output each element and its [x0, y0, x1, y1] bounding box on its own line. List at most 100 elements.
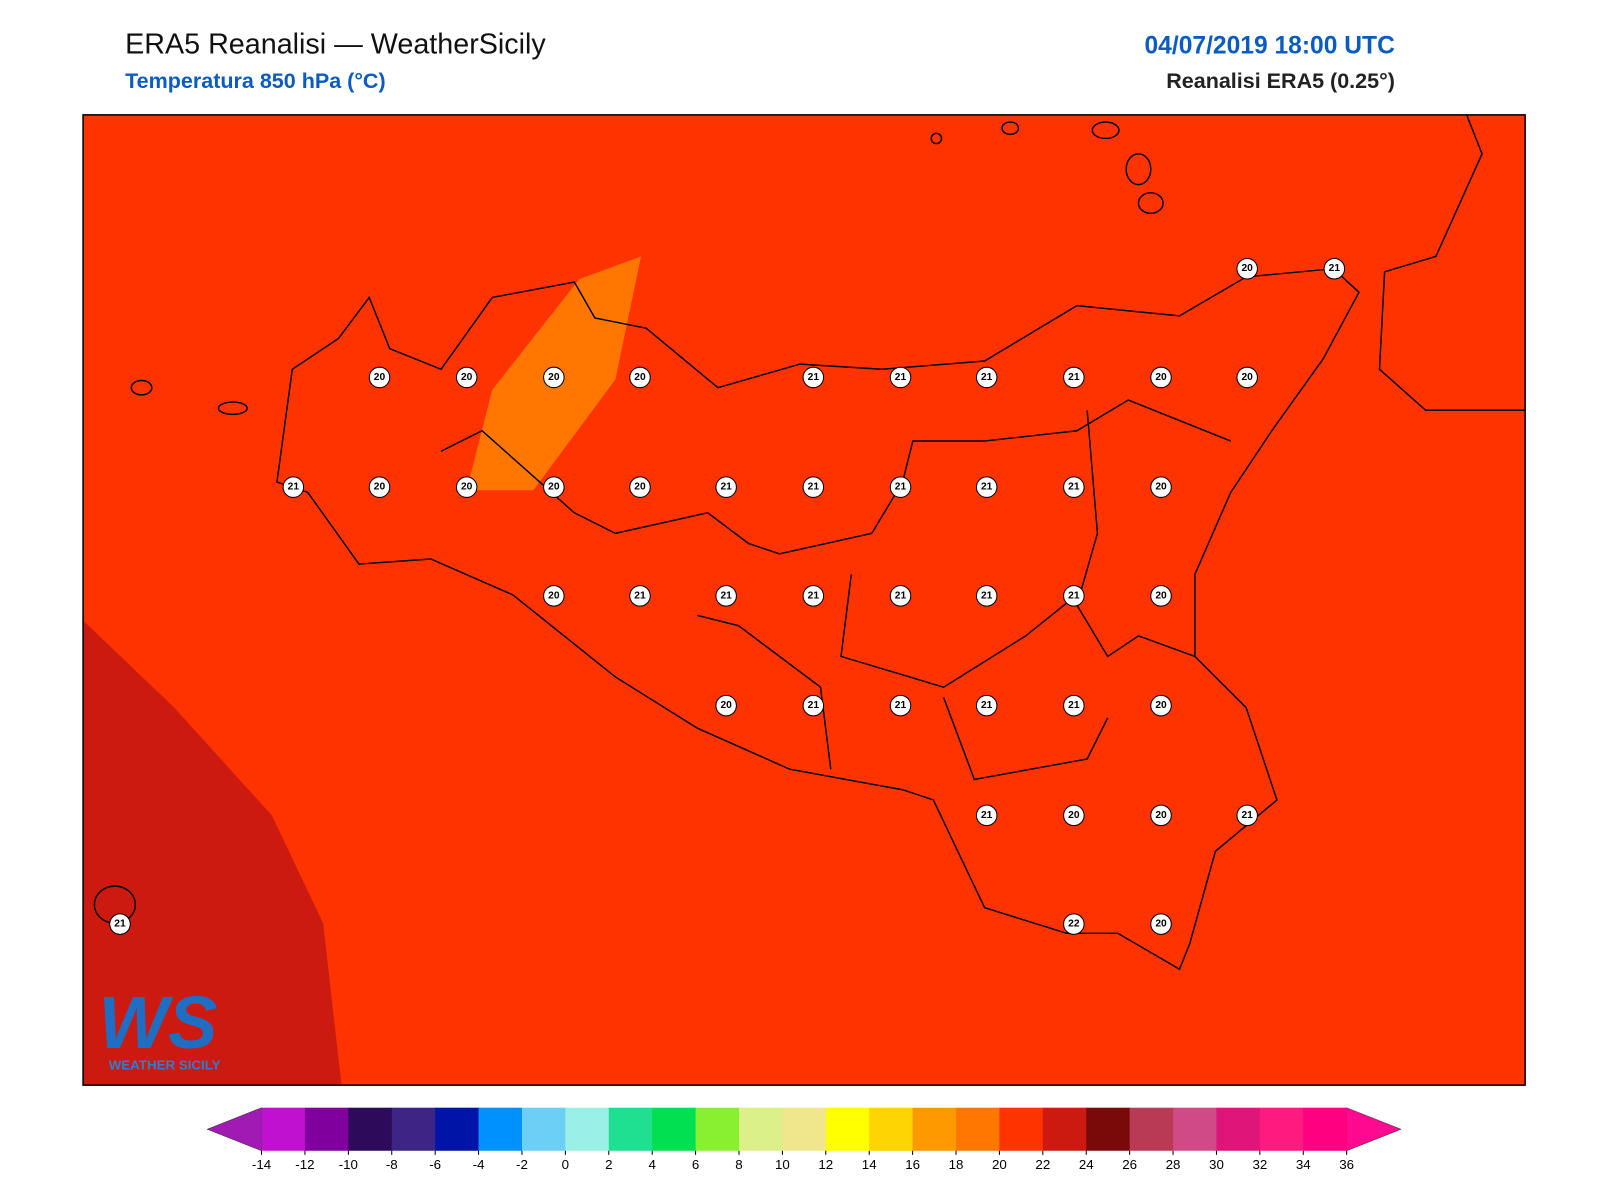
colorbar-swatch — [565, 1107, 610, 1151]
station-marker — [1150, 804, 1172, 827]
station-value: 20 — [634, 372, 646, 383]
station-value: 21 — [981, 482, 993, 493]
colorbar-tick-label: 36 — [1339, 1157, 1354, 1172]
station-value: 21 — [1241, 810, 1253, 821]
station-value: 21 — [808, 590, 820, 601]
colorbar-swatch — [956, 1107, 1000, 1151]
station-marker — [629, 585, 651, 607]
colorbar-tick-label: -4 — [473, 1157, 485, 1172]
colorbar-swatch — [1173, 1107, 1217, 1151]
colorbar-swatch — [1042, 1107, 1087, 1151]
station-marker — [1236, 257, 1258, 280]
colorbar-tick-label: 16 — [905, 1157, 920, 1172]
island — [1137, 192, 1164, 215]
station-value: 21 — [808, 482, 820, 493]
colorbar-tick-label: 20 — [992, 1157, 1007, 1172]
colorbar-tick-label: 12 — [818, 1157, 833, 1172]
station-marker — [1323, 257, 1346, 280]
station-value: 21 — [1068, 482, 1080, 493]
map: 20 21 20 20 20 20 21 21 21 21 20 20 21 20 20 20 20 21 21 21… — [0, 0, 1526, 1086]
station-marker — [1063, 585, 1085, 607]
colorbar-swatch — [825, 1107, 870, 1151]
station-marker — [282, 476, 305, 498]
station-value: 20 — [374, 372, 386, 383]
colorbar-tick-label: 30 — [1209, 1157, 1224, 1172]
station-value: 20 — [720, 700, 732, 711]
station-value: 21 — [808, 700, 820, 711]
station-marker — [975, 585, 998, 607]
station-value: 21 — [895, 372, 907, 383]
colorbar-tick-label: -6 — [429, 1157, 441, 1172]
calabria-coast — [1378, 114, 1526, 411]
station-marker — [1063, 804, 1085, 827]
station-value: 21 — [895, 482, 907, 493]
station-value: 21 — [1068, 372, 1080, 383]
station-marker — [543, 585, 565, 607]
station-value: 20 — [634, 482, 646, 493]
colorbar-tick-label: 34 — [1296, 1157, 1311, 1172]
colorbar-swatch — [999, 1107, 1044, 1151]
station-marker — [543, 476, 565, 498]
station-marker — [715, 694, 737, 717]
colorbar-swatch — [435, 1107, 480, 1151]
colorbar-tick-label: -12 — [295, 1157, 314, 1172]
colorbar-swatch — [912, 1107, 957, 1151]
station-marker — [1236, 804, 1258, 827]
station-value: 20 — [1155, 919, 1167, 930]
colorbar-tick-label: 22 — [1035, 1157, 1050, 1172]
station-value: 21 — [0, 0, 6, 5]
colorbar-tick-label: 24 — [1079, 1157, 1094, 1172]
colorbar-tick-label: 6 — [692, 1157, 699, 1172]
colorbar-swatch — [608, 1107, 653, 1151]
station-marker — [1150, 366, 1172, 389]
station-marker — [1063, 913, 1085, 935]
station-marker — [629, 366, 651, 389]
island — [130, 379, 153, 396]
station-value: 21 — [1068, 590, 1080, 601]
stations: 20 21 20 20 20 20 21 21 21 21 20 20 21 20 20 20 20 21 21 21… — [0, 0, 1346, 935]
station-value: 21 — [720, 482, 732, 493]
colorbar-swatch — [1303, 1107, 1348, 1151]
station-marker — [368, 476, 391, 498]
station-marker — [1063, 694, 1085, 717]
station-value: 21 — [1068, 700, 1080, 711]
colorbar-under — [206, 1107, 262, 1152]
station-marker — [1150, 913, 1172, 935]
colorbar-tick-label: 0 — [562, 1157, 569, 1172]
colorbar-swatch — [304, 1107, 349, 1151]
colorbar-over — [1346, 1107, 1402, 1152]
colorbar-swatch — [652, 1107, 697, 1151]
station-marker — [802, 366, 825, 389]
station-value: 20 — [1155, 810, 1167, 821]
colorbar-tick-label: 2 — [605, 1157, 612, 1172]
colorbar-tick-label: 14 — [862, 1157, 877, 1172]
station-value: 21 — [634, 590, 646, 601]
colorbar-swatch — [782, 1107, 827, 1151]
colorbar-tick-label: 18 — [949, 1157, 964, 1172]
island — [1001, 121, 1020, 136]
station-value: 20 — [1241, 263, 1253, 274]
station-marker — [889, 585, 912, 607]
station-marker — [1150, 694, 1172, 717]
colorbar-tick-label: -10 — [339, 1157, 358, 1172]
map-frame — [82, 114, 1526, 1086]
station-marker — [1150, 585, 1172, 607]
station-value: 20 — [1155, 372, 1167, 383]
sicily-coast — [276, 267, 1360, 971]
colorbar-swatch — [869, 1107, 914, 1151]
source: Reanalisi ERA5 (0.25°) — [1166, 69, 1395, 93]
station-marker — [975, 804, 998, 827]
colorbar-swatch — [738, 1107, 783, 1151]
station-value: 21 — [981, 372, 993, 383]
station-marker — [1063, 366, 1085, 389]
station-value: 20 — [548, 372, 560, 383]
station-marker — [802, 585, 825, 607]
station-value: 21 — [114, 919, 126, 930]
colorbar: -14 -12 -10 -8 -6 -4 -2 0 2 4 6 8 10 12 14 16 18 20 22 24 26… — [206, 1107, 1402, 1172]
station-marker — [975, 694, 998, 717]
colorbar-tick-label: 10 — [775, 1157, 790, 1172]
station-value: 21 — [981, 810, 993, 821]
title: ERA5 Reanalisi — WeatherSicily — [125, 28, 546, 60]
subtitle: Temperatura 850 hPa (°C) — [125, 69, 386, 93]
